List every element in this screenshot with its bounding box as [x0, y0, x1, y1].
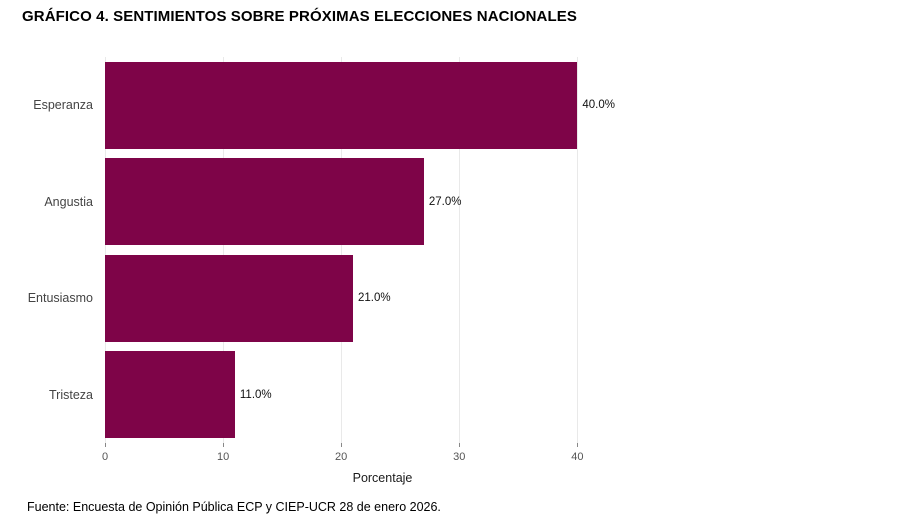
bar-entusiasmo: 21.0%	[105, 254, 391, 342]
tick-label-30: 30	[453, 451, 466, 463]
x-axis-title: Porcentaje	[352, 471, 413, 485]
tick-mark-40	[576, 443, 578, 447]
gridline-x-0	[105, 57, 106, 443]
category-labels: Esperanza Angustia Entusiasmo Tristeza	[0, 57, 97, 443]
category-label-angustia: Angustia	[44, 194, 93, 209]
tick-label-20: 20	[335, 451, 348, 463]
bar-value-label: 40.0%	[582, 99, 615, 112]
category-label-entusiasmo: Entusiasmo	[27, 291, 93, 306]
gridline-x-40	[577, 57, 579, 443]
bar-esperanza: 40.0%	[105, 61, 615, 149]
tick-label-0: 0	[101, 451, 109, 463]
category-label-esperanza: Esperanza	[33, 98, 93, 113]
bar-value-label: 21.0%	[357, 292, 391, 305]
tick-mark-10	[222, 443, 224, 447]
tick-label-40: 40	[571, 451, 584, 463]
gridline-x-10	[223, 57, 225, 443]
bar-tristeza: 11.0%	[105, 351, 272, 439]
bar-angustia: 27.0%	[105, 158, 461, 246]
tick-mark-20	[340, 443, 342, 447]
bar-value-label: 11.0%	[239, 388, 272, 401]
source-note: Fuente: Encuesta de Opinión Pública ECP …	[27, 500, 441, 514]
gridline-x-20	[341, 57, 343, 443]
bar-value-label: 27.0%	[428, 195, 462, 208]
x-axis: 0 10 20 30 40	[101, 443, 660, 473]
tick-label-10: 10	[216, 451, 230, 463]
category-label-tristeza: Tristeza	[49, 387, 93, 402]
chart-title: GRÁFICO 4. SENTIMIENTOS SOBRE PRÓXIMAS E…	[22, 8, 577, 25]
plot-panel: 40.0% 27.0% 21.0% 11.0%	[105, 57, 660, 443]
gridline-x-30	[459, 57, 461, 443]
tick-mark-0	[104, 443, 106, 447]
tick-mark-30	[458, 443, 460, 447]
